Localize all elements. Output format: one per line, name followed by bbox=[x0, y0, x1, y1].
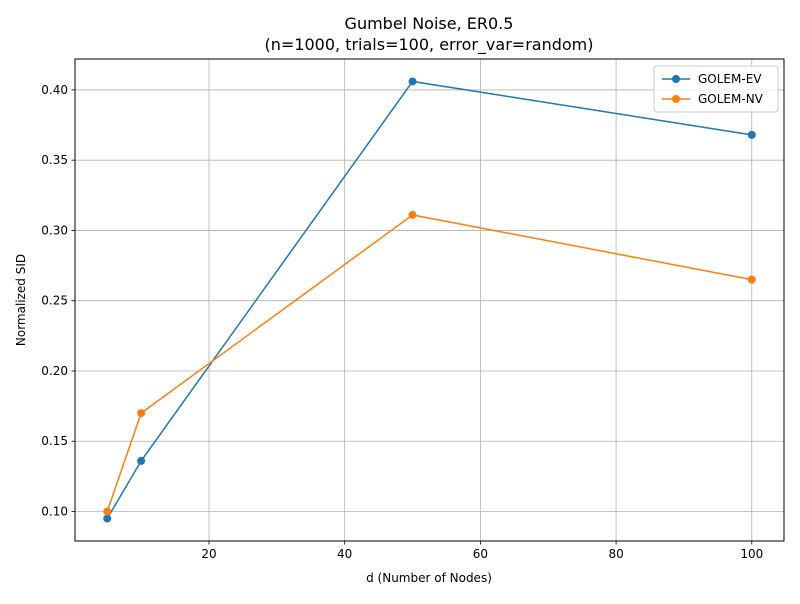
plot-frame bbox=[74, 58, 785, 542]
y-axis-ticks: 0.10 0.15 0.20 0.25 0.30 0.35 0.40 bbox=[41, 83, 75, 518]
data-point bbox=[747, 275, 756, 284]
y-tick-label: 0.35 bbox=[41, 153, 68, 167]
data-point bbox=[103, 507, 112, 516]
series-line bbox=[106, 80, 752, 519]
data-point bbox=[747, 130, 756, 139]
legend-label: GOLEM-NV bbox=[698, 92, 764, 106]
data-point bbox=[103, 514, 112, 523]
y-tick-label: 0.30 bbox=[41, 223, 68, 237]
series-group bbox=[103, 77, 756, 523]
legend-marker bbox=[672, 75, 680, 83]
chart-title: Gumbel Noise, ER0.5 bbox=[345, 14, 514, 33]
series-line bbox=[106, 214, 752, 512]
grid-lines bbox=[75, 59, 784, 541]
y-tick-label: 0.10 bbox=[41, 504, 68, 518]
chart-subtitle: (n=1000, trials=100, error_var=random) bbox=[265, 35, 594, 55]
y-tick-label: 0.15 bbox=[41, 434, 68, 448]
x-tick-label: 100 bbox=[740, 547, 763, 561]
legend-marker bbox=[672, 95, 680, 103]
y-tick-label: 0.20 bbox=[41, 364, 68, 378]
x-axis-ticks: 20 40 60 80 100 bbox=[201, 541, 763, 561]
legend-label: GOLEM-EV bbox=[698, 72, 762, 86]
x-axis-label: d (Number of Nodes) bbox=[366, 571, 492, 585]
y-tick-label: 0.40 bbox=[41, 83, 68, 97]
data-point bbox=[137, 409, 146, 418]
data-point bbox=[408, 210, 417, 219]
data-point bbox=[137, 456, 146, 465]
x-tick-label: 80 bbox=[608, 547, 623, 561]
x-tick-label: 20 bbox=[201, 547, 216, 561]
y-tick-label: 0.25 bbox=[41, 294, 68, 308]
legend: GOLEM-EV GOLEM-NV bbox=[653, 65, 779, 113]
x-tick-label: 40 bbox=[337, 547, 352, 561]
x-tick-label: 60 bbox=[473, 547, 488, 561]
legend-box bbox=[653, 65, 779, 113]
y-axis-label: Normalized SID bbox=[14, 254, 28, 346]
data-point bbox=[408, 77, 417, 86]
